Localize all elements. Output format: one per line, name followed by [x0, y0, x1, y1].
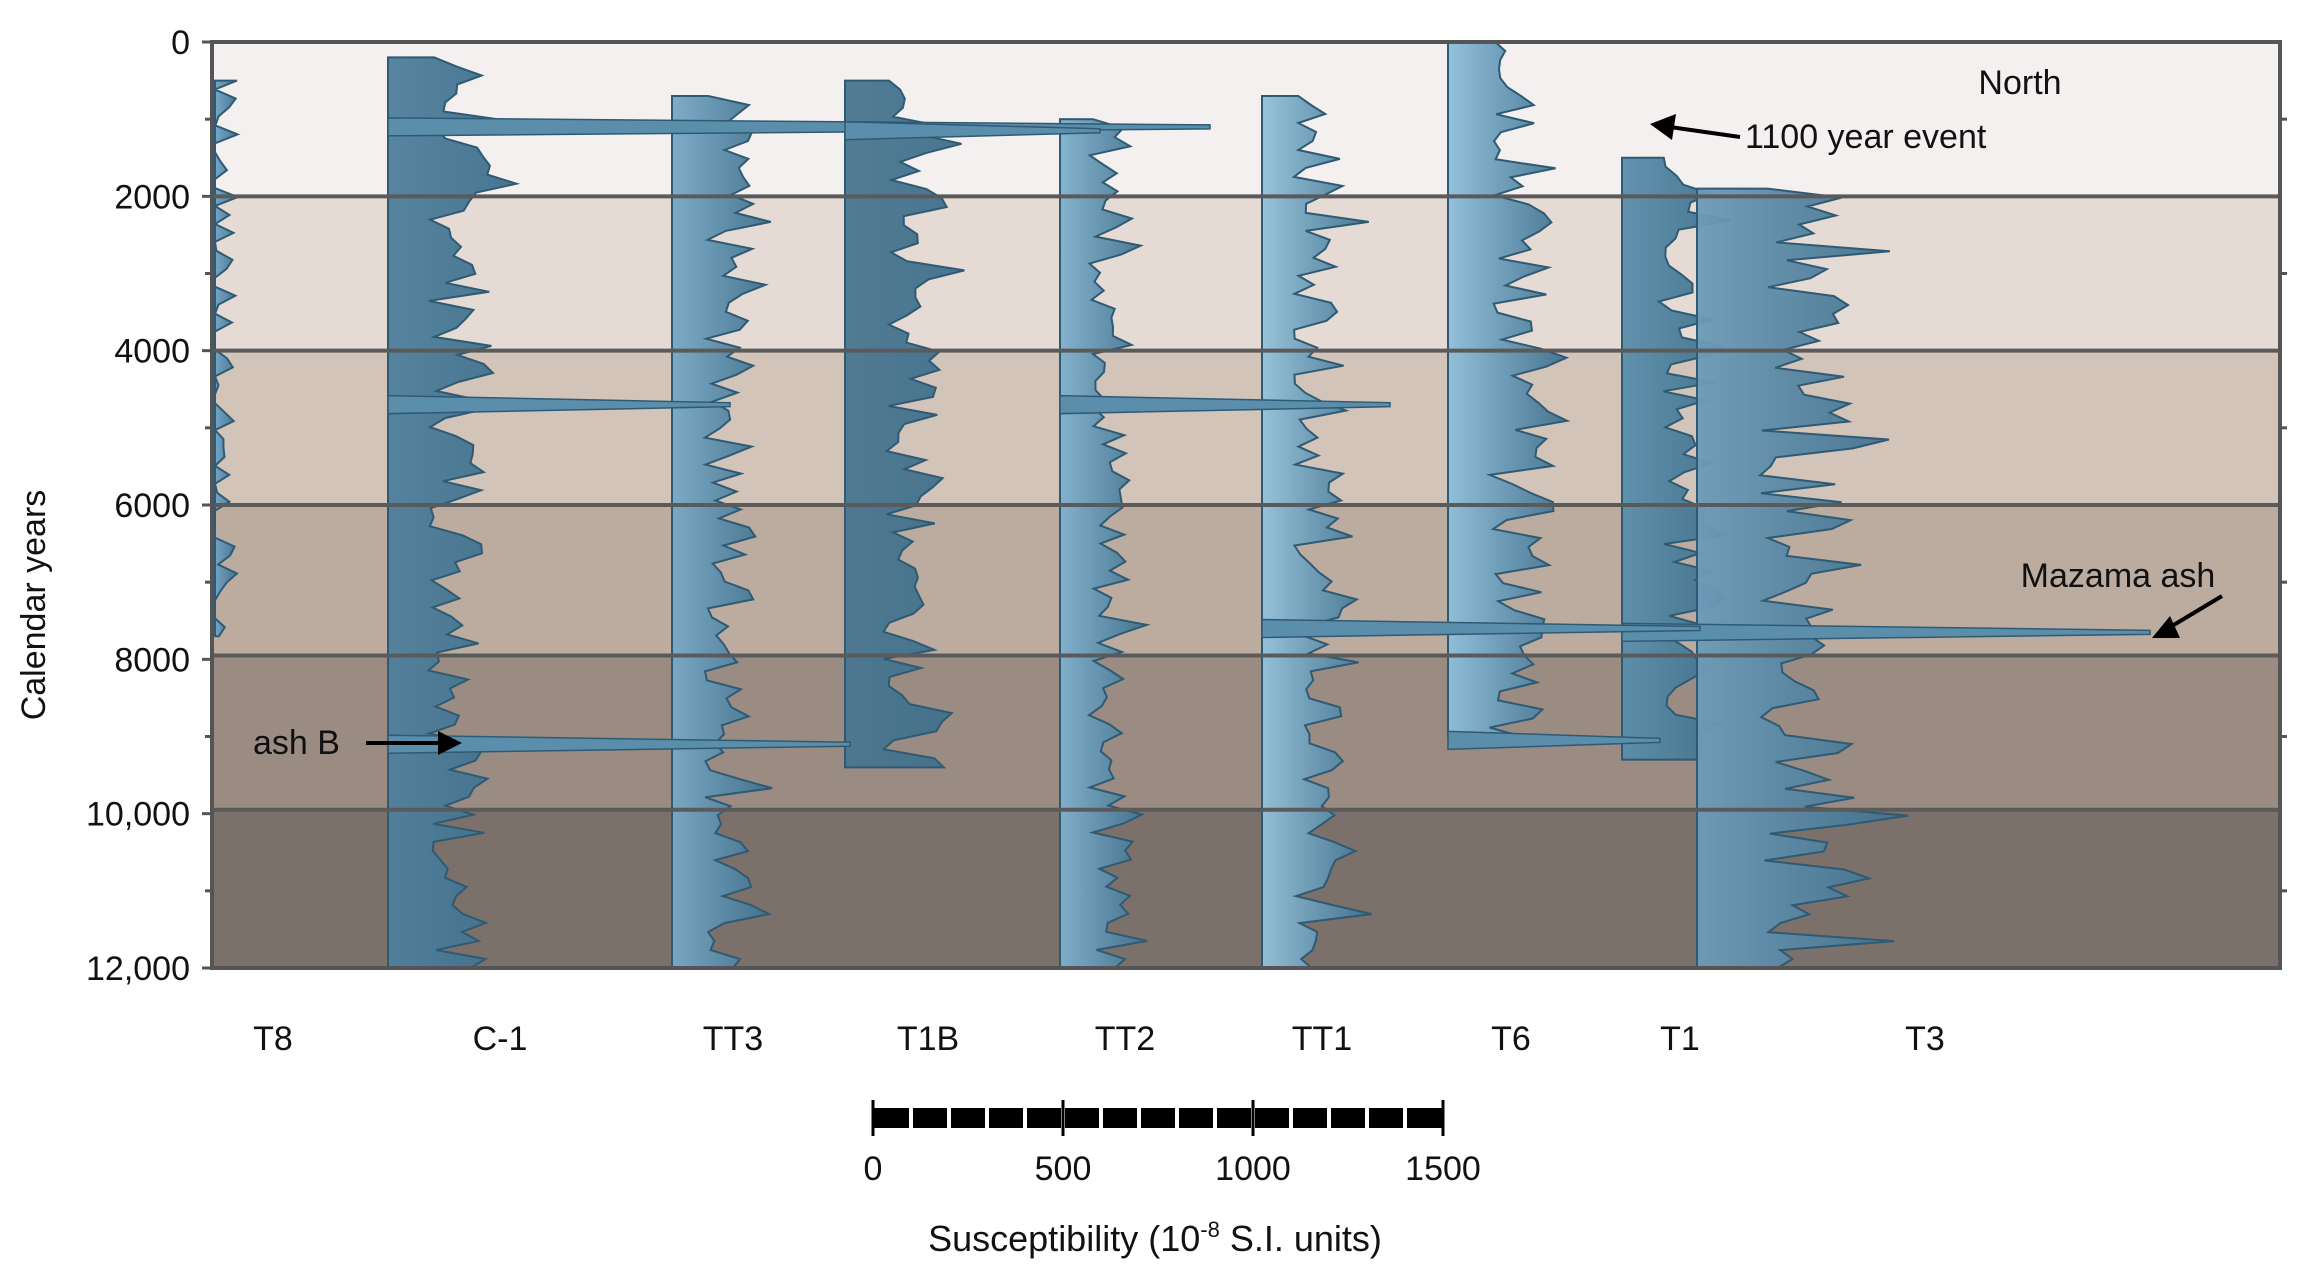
x-axis-label-part2: S.I. units)	[1220, 1218, 1382, 1259]
scale-bar-label-1: 500	[1035, 1150, 1092, 1188]
north-label: North	[1978, 64, 2061, 102]
y-tick-label-5: 10,000	[86, 796, 190, 834]
series-label-t6: T6	[1491, 1020, 1531, 1058]
scale-bar-label-3: 1500	[1405, 1150, 1481, 1188]
event-label-1100: 1100 year event	[1745, 118, 1987, 156]
ash-spike-5	[1447, 730, 1661, 751]
ash-spike-7	[387, 394, 731, 415]
core-profiles	[212, 41, 2151, 969]
x-axis-label-part1: Susceptibility (10	[928, 1218, 1200, 1259]
scale-bar-label-2: 1000	[1215, 1150, 1291, 1188]
series-labels: T8 C-1 TT3 T1B TT2 TT1 T6 T1 T3	[253, 1020, 1945, 1058]
y-tick-label-3: 6000	[114, 487, 190, 525]
ash-spike-6	[1059, 394, 1391, 415]
ash-spike-0	[387, 117, 1211, 137]
x-axis-label-sup: -8	[1200, 1217, 1220, 1242]
series-label-tt1: TT1	[1292, 1020, 1352, 1058]
axis-ticks: 0 2000 4000 6000 8000 10,000 12,000	[86, 24, 2287, 988]
arrow-mazama-line	[2170, 594, 2224, 628]
arrow-mazama-head	[2152, 616, 2180, 638]
series-label-tt3: TT3	[703, 1020, 763, 1058]
age-band-2	[212, 350, 2280, 505]
arrow-1100-line	[1669, 125, 1741, 139]
x-axis-label: Susceptibility (10-8 S.I. units)	[928, 1217, 1382, 1259]
horizon-lines	[212, 194, 2280, 812]
y-tick-label-1: 2000	[114, 178, 190, 216]
arrow-ash-b-head	[438, 731, 462, 755]
age-band-4	[212, 655, 2280, 810]
age-band-5	[212, 809, 2280, 968]
ash-spike-4	[387, 734, 851, 754]
y-tick-label-6: 12,000	[86, 950, 190, 988]
y-tick-label-0: 0	[171, 24, 190, 62]
scale-bar-body	[873, 1108, 1443, 1128]
series-label-c-1: C-1	[473, 1020, 528, 1058]
profile-tt2	[1059, 118, 1151, 969]
age-bands	[212, 42, 2280, 968]
series-label-tt2: TT2	[1095, 1020, 1155, 1058]
arrow-1100-head	[1650, 114, 1676, 140]
profile-t8	[212, 79, 241, 638]
scale-bar-label-0: 0	[864, 1150, 883, 1188]
annotation-1100-year-event: 1100 year event	[1650, 114, 1987, 156]
profile-tt1	[1261, 94, 1372, 969]
ash-spike-1	[844, 120, 1101, 141]
event-label-mazama: Mazama ash	[2021, 557, 2216, 595]
annotation-ash-b: ash B	[253, 724, 462, 762]
event-label-ash-b: ash B	[253, 724, 340, 762]
age-band-1	[212, 196, 2280, 351]
series-label-t1b: T1B	[897, 1020, 959, 1058]
y-tick-label-4: 8000	[114, 641, 190, 679]
profile-t1b	[844, 79, 965, 769]
series-label-t1: T1	[1660, 1020, 1700, 1058]
profile-t3	[1696, 187, 1909, 969]
series-label-t3: T3	[1905, 1020, 1945, 1058]
y-axis-label: Calendar years	[15, 490, 53, 721]
y-tick-label-2: 4000	[114, 333, 190, 371]
ash-spike-2	[1621, 622, 2151, 643]
annotation-mazama-ash: Mazama ash	[2021, 557, 2224, 638]
susceptibility-scale-bar: 0 500 1000 1500	[864, 1100, 1481, 1188]
profile-t6	[1447, 41, 1571, 738]
profile-tt3	[671, 94, 773, 969]
series-label-t8: T8	[253, 1020, 293, 1058]
ash-spike-3	[1261, 618, 1701, 639]
